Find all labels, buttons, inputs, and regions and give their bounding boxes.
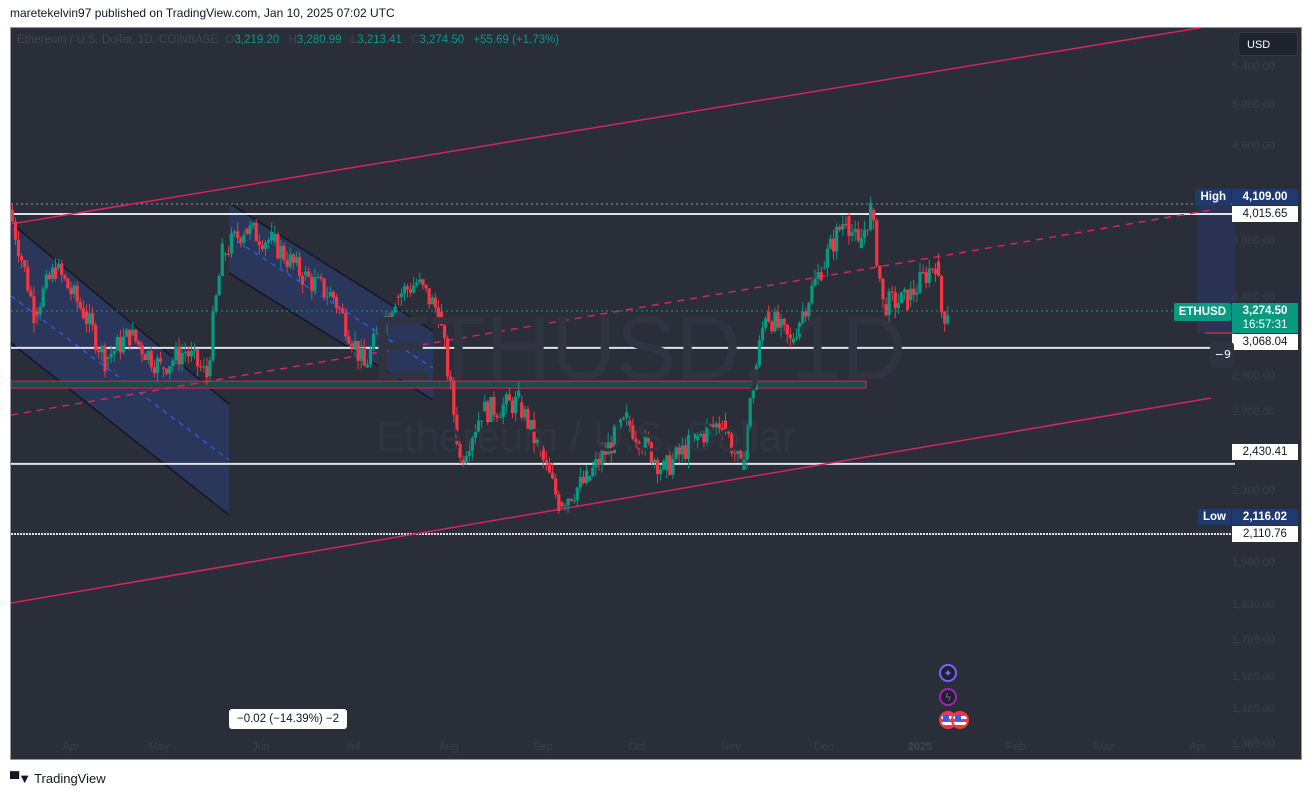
support-1-tag: 3,068.04: [1232, 334, 1298, 350]
price-axis-tick: 5,400.00: [1232, 60, 1275, 73]
tradingview-logo[interactable]: ▀▼ TradingView: [10, 771, 106, 786]
change-value: +55.69 (+1.73%): [473, 34, 560, 46]
price-axis-tick: 1,830.00: [1232, 599, 1275, 612]
time-axis-tick: Sep: [533, 741, 553, 753]
currency-button[interactable]: USD: [1238, 32, 1298, 56]
minus-badge[interactable]: −9: [1210, 342, 1234, 368]
time-axis-tick: Mar: [1094, 741, 1114, 753]
high-tag-value: 4,109.00: [1232, 189, 1298, 205]
low-label: L: [350, 34, 358, 46]
support-3-tag: 2,110.76: [1232, 526, 1298, 542]
bolt-icon[interactable]: ϟ: [939, 688, 957, 706]
symbol-description: Ethereum / U.S. Dollar, 1D, COINBASE: [17, 34, 219, 46]
low-tag-label: Low: [1198, 509, 1231, 525]
open-label: O: [225, 34, 235, 46]
star-icon[interactable]: ✦: [939, 664, 957, 682]
time-axis-tick: May: [148, 741, 170, 753]
close-value: 3,274.50: [419, 34, 465, 46]
low-value: 3,213.41: [357, 34, 402, 46]
last-price-value: 3,274.50: [1242, 305, 1288, 317]
price-axis-tick: 1,990.00: [1232, 557, 1275, 570]
symbol-tag: ETHUSD: [1173, 303, 1231, 321]
watermark-ticker: ETHUSD, 1D: [371, 299, 907, 399]
high-label: H: [288, 34, 297, 46]
time-axis-tick: Nov: [721, 741, 741, 753]
price-axis-tick: 2,900.00: [1232, 369, 1275, 382]
high-value: 3,280.99: [296, 34, 342, 46]
measure-label: −0.02 (−14.39%) −2: [229, 709, 347, 729]
time-axis-tick: Jul: [345, 741, 361, 753]
time-axis-tick: Feb: [1006, 741, 1026, 753]
tv-logo-icon: ▀▼: [10, 771, 31, 786]
time-axis-tick: Jun: [252, 741, 270, 753]
price-axis-tick: 1,385.00: [1232, 737, 1275, 750]
price-axis-tick: 5,000.00: [1232, 98, 1275, 111]
time-axis-tick: Apr: [1189, 741, 1207, 753]
time-axis-tick: Oct: [628, 741, 646, 753]
low-tag-value: 2,116.02: [1232, 509, 1298, 525]
us-flag-icon[interactable]: [951, 711, 969, 729]
ohlc-legend: Ethereum / U.S. Dollar, 1D, COINBASE O3,…: [17, 34, 565, 46]
time-axis-tick: Aug: [439, 741, 459, 753]
close-label: C: [411, 34, 420, 46]
time-axis-tick: Apr: [62, 741, 80, 753]
support-2-tag: 2,430.41: [1232, 444, 1298, 460]
price-axis-tick: 2,300.00: [1232, 485, 1275, 498]
publish-line: maretekelvin97 published on TradingView.…: [10, 6, 395, 20]
price-axis-tick: 1,485.00: [1232, 702, 1275, 715]
price-axis-tick: 4,600.00: [1232, 140, 1275, 153]
price-axis-tick: 2,700.00: [1232, 405, 1275, 418]
open-value: 3,219.20: [234, 34, 280, 46]
time-axis-tick: Dec: [814, 741, 834, 753]
time-axis-tick: 2025: [907, 741, 933, 753]
price-axis-tick: 3,400.00: [1232, 290, 1275, 303]
brand-name: TradingView: [34, 771, 106, 786]
high-tag-label: High: [1195, 189, 1231, 205]
chart-frame[interactable]: ETHUSD, 1D Ethereum / U.S. Dollar Ethere…: [10, 27, 1302, 760]
price-axis-tick: 1,705.00: [1232, 634, 1275, 647]
last-price-tag: 3,274.50 16:57:31: [1232, 303, 1298, 333]
watermark-name: Ethereum / U.S. Dollar: [376, 413, 797, 460]
price-axis-tick: 1,585.00: [1232, 670, 1275, 683]
bar-countdown: 16:57:31: [1242, 319, 1288, 331]
price-chart[interactable]: [11, 28, 1302, 760]
resistance-tag: 4,015.65: [1232, 206, 1298, 222]
price-axis-tick: 3,800.00: [1232, 235, 1275, 248]
